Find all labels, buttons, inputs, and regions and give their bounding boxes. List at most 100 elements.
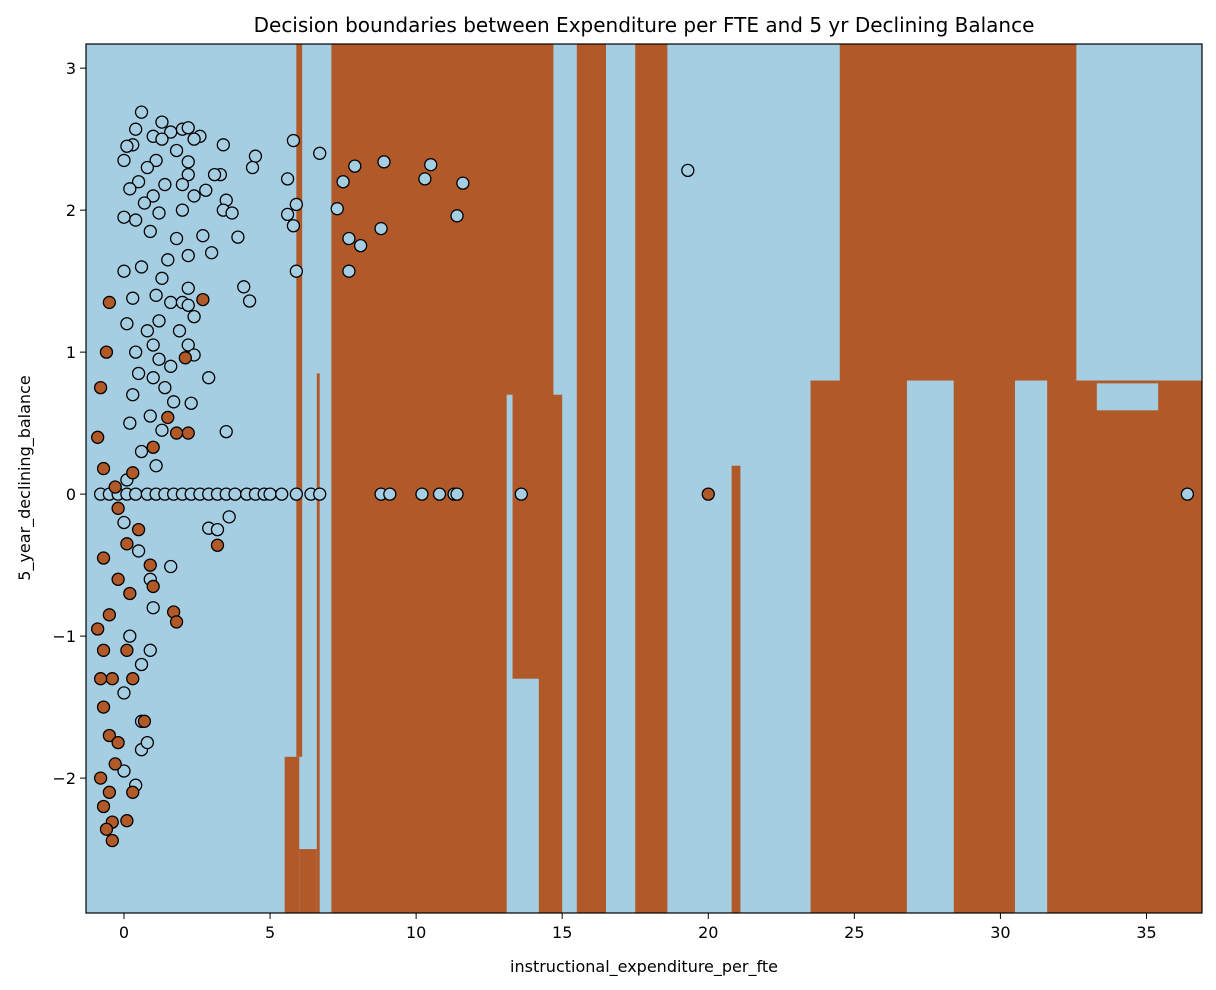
point-class-1 bbox=[210, 538, 225, 552]
point-class-0 bbox=[146, 189, 160, 203]
point-class-0 bbox=[152, 352, 166, 366]
x-tick-label: 0 bbox=[119, 923, 129, 942]
point-class-0 bbox=[155, 423, 169, 437]
point-class-1 bbox=[181, 426, 195, 440]
point-class-0 bbox=[187, 189, 201, 203]
region-class-1 bbox=[839, 44, 1077, 381]
point-class-1 bbox=[96, 799, 111, 814]
point-class-1 bbox=[102, 295, 117, 310]
point-class-0 bbox=[181, 281, 195, 295]
point-class-0 bbox=[155, 132, 169, 146]
point-class-0 bbox=[129, 487, 143, 501]
point-class-1 bbox=[146, 579, 160, 594]
point-class-0 bbox=[202, 371, 216, 385]
point-class-0 bbox=[117, 686, 131, 700]
point-class-0 bbox=[158, 380, 172, 395]
point-class-1 bbox=[102, 785, 117, 799]
point-class-0 bbox=[286, 219, 301, 233]
point-class-0 bbox=[424, 158, 438, 172]
point-class-0 bbox=[280, 172, 295, 186]
point-class-0 bbox=[152, 314, 166, 328]
point-class-0 bbox=[131, 544, 146, 558]
point-class-0 bbox=[342, 231, 356, 246]
point-class-0 bbox=[152, 206, 166, 220]
point-class-0 bbox=[123, 629, 137, 643]
x-tick-label: 30 bbox=[990, 923, 1010, 942]
point-class-0 bbox=[418, 172, 432, 186]
x-tick-label: 35 bbox=[1136, 923, 1156, 942]
point-class-1 bbox=[96, 461, 111, 476]
point-class-0 bbox=[164, 295, 178, 310]
point-class-0 bbox=[237, 280, 251, 294]
point-class-1 bbox=[102, 728, 117, 743]
point-class-1 bbox=[105, 672, 119, 686]
point-class-0 bbox=[143, 643, 157, 657]
point-class-0 bbox=[377, 155, 391, 169]
point-class-0 bbox=[245, 160, 260, 175]
point-class-0 bbox=[126, 291, 140, 305]
point-class-1 bbox=[126, 466, 140, 480]
point-class-0 bbox=[172, 324, 187, 338]
point-class-0 bbox=[330, 202, 344, 216]
point-class-0 bbox=[228, 487, 242, 501]
point-class-1 bbox=[146, 440, 160, 454]
point-class-0 bbox=[289, 487, 303, 501]
point-class-1 bbox=[120, 814, 134, 828]
point-class-0 bbox=[149, 153, 163, 168]
point-class-0 bbox=[146, 338, 160, 352]
point-class-1 bbox=[169, 426, 184, 440]
point-class-0 bbox=[117, 264, 131, 278]
x-tick-label: 5 bbox=[265, 923, 275, 942]
point-class-0 bbox=[175, 177, 190, 192]
point-class-0 bbox=[248, 149, 263, 163]
point-class-0 bbox=[158, 177, 172, 192]
point-class-1 bbox=[102, 608, 117, 622]
point-class-0 bbox=[131, 175, 146, 189]
point-class-0 bbox=[126, 388, 140, 402]
point-class-1 bbox=[96, 700, 111, 714]
point-class-0 bbox=[280, 207, 295, 222]
point-class-0 bbox=[123, 182, 137, 196]
point-class-1 bbox=[161, 410, 175, 425]
y-tick-label: 0 bbox=[66, 485, 76, 504]
point-class-1 bbox=[169, 615, 184, 629]
point-class-0 bbox=[140, 160, 155, 175]
region-class-1 bbox=[731, 465, 741, 913]
point-class-0 bbox=[181, 167, 195, 182]
x-axis-ticks: 0 5 10 15 20 25 30 35 bbox=[119, 913, 1157, 942]
point-class-0 bbox=[143, 224, 157, 239]
point-class-0 bbox=[117, 210, 131, 224]
region-class-0 bbox=[509, 678, 539, 913]
region-class-1 bbox=[299, 849, 317, 913]
x-tick-label: 10 bbox=[406, 923, 426, 942]
y-axis-ticks: −2 −1 0 1 2 3 bbox=[52, 59, 86, 788]
point-class-1 bbox=[111, 572, 125, 586]
point-class-0 bbox=[184, 396, 198, 410]
region-class-1 bbox=[296, 44, 303, 757]
point-class-0 bbox=[289, 197, 303, 212]
point-class-1 bbox=[131, 522, 146, 537]
point-class-1 bbox=[137, 714, 152, 728]
y-tick-label: −1 bbox=[52, 627, 76, 646]
point-class-1 bbox=[123, 586, 137, 601]
point-class-0 bbox=[175, 203, 190, 217]
point-class-0 bbox=[286, 133, 301, 148]
x-tick-label: 25 bbox=[844, 923, 864, 942]
point-class-0 bbox=[225, 206, 239, 220]
point-class-0 bbox=[289, 264, 303, 278]
x-axis-label: instructional_expenditure_per_fte bbox=[510, 957, 778, 977]
point-class-0 bbox=[164, 559, 178, 574]
point-class-0 bbox=[146, 371, 160, 385]
point-class-0 bbox=[199, 183, 213, 197]
point-class-0 bbox=[134, 105, 149, 119]
plot-frame bbox=[85, 43, 1203, 914]
point-class-0 bbox=[222, 510, 236, 524]
point-class-0 bbox=[164, 359, 178, 373]
region-class-0 bbox=[906, 479, 954, 913]
point-class-0 bbox=[181, 155, 195, 169]
point-class-0 bbox=[313, 487, 327, 501]
point-class-0 bbox=[149, 288, 163, 302]
point-class-1 bbox=[93, 771, 108, 785]
point-class-1 bbox=[111, 735, 125, 750]
